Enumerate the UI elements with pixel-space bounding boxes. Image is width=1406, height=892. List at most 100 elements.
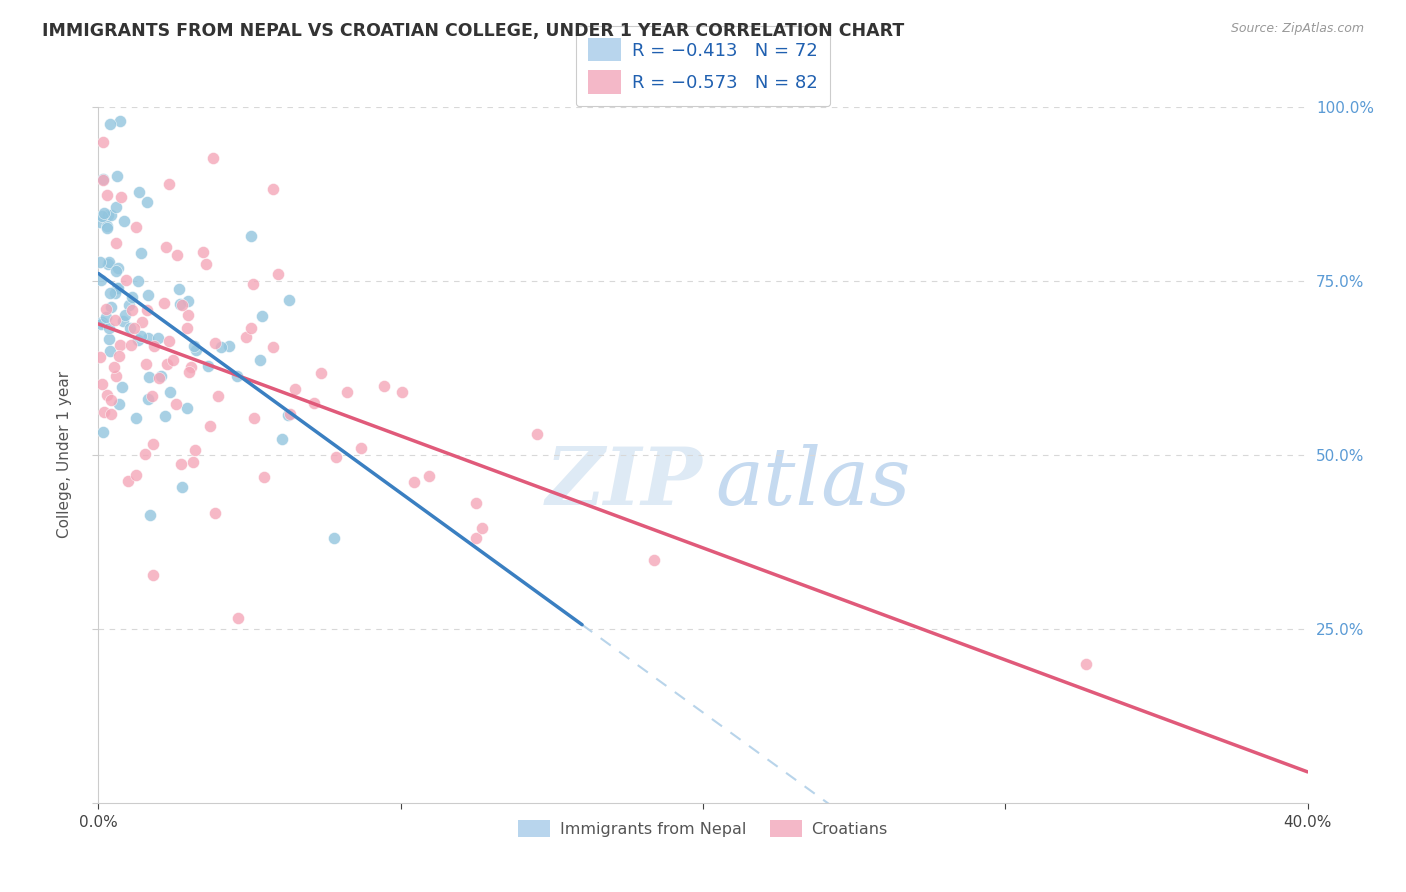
Point <box>464 496 486 510</box>
Point <box>170 457 193 471</box>
Point <box>93 405 115 419</box>
Point <box>139 508 162 522</box>
Point <box>179 365 201 379</box>
Point <box>110 190 132 204</box>
Point <box>198 418 221 433</box>
Point <box>176 308 198 322</box>
Point <box>138 369 160 384</box>
Point <box>94 301 117 316</box>
Point <box>373 378 395 392</box>
Point <box>176 401 198 415</box>
Point <box>138 392 160 406</box>
Point <box>209 340 232 354</box>
Point <box>304 396 326 410</box>
Point <box>262 182 284 196</box>
Point <box>278 407 301 421</box>
Point <box>1074 657 1097 671</box>
Point <box>96 219 118 233</box>
Point <box>124 410 146 425</box>
Point <box>107 260 129 275</box>
Point <box>117 474 139 488</box>
Point <box>105 281 128 295</box>
Point <box>155 409 177 424</box>
Point <box>91 172 114 186</box>
Point <box>97 320 120 334</box>
Point <box>465 532 488 546</box>
Text: atlas: atlas <box>716 444 911 522</box>
Y-axis label: College, Under 1 year: College, Under 1 year <box>58 371 72 539</box>
Point <box>98 344 121 359</box>
Point <box>104 285 127 300</box>
Point <box>146 331 169 345</box>
Point <box>218 338 240 352</box>
Point <box>91 172 114 186</box>
Point <box>204 506 226 520</box>
Point <box>141 389 163 403</box>
Point <box>105 235 128 250</box>
Point <box>526 427 548 442</box>
Point <box>93 206 115 220</box>
Point <box>183 339 205 353</box>
Point <box>96 387 118 401</box>
Point <box>204 336 226 351</box>
Point <box>250 309 273 323</box>
Point <box>184 343 207 357</box>
Point <box>118 298 141 312</box>
Point <box>96 221 118 235</box>
Point <box>249 353 271 368</box>
Point <box>131 314 153 328</box>
Point <box>284 382 307 396</box>
Point <box>100 301 122 315</box>
Point <box>235 330 257 344</box>
Point <box>181 455 204 469</box>
Point <box>226 369 249 384</box>
Point <box>172 297 194 311</box>
Point <box>125 219 148 234</box>
Point <box>159 385 181 400</box>
Point <box>157 177 180 191</box>
Point <box>243 410 266 425</box>
Point <box>262 340 284 354</box>
Point <box>148 371 170 385</box>
Point <box>121 290 143 304</box>
Point <box>201 151 224 165</box>
Point <box>107 281 129 295</box>
Point <box>125 467 148 482</box>
Point <box>135 357 157 371</box>
Point <box>177 293 200 308</box>
Point <box>336 384 359 399</box>
Point <box>100 117 122 131</box>
Point <box>142 339 165 353</box>
Point <box>118 321 141 335</box>
Point <box>136 287 159 301</box>
Point <box>97 257 120 271</box>
Point <box>107 396 129 410</box>
Point <box>112 214 135 228</box>
Point <box>120 338 142 352</box>
Point <box>184 442 207 457</box>
Point <box>98 255 121 269</box>
Point <box>195 257 218 271</box>
Point <box>129 245 152 260</box>
Legend: Immigrants from Nepal, Croatians: Immigrants from Nepal, Croatians <box>512 814 894 844</box>
Point <box>278 293 301 308</box>
Point <box>108 349 131 363</box>
Point <box>152 295 174 310</box>
Point <box>115 273 138 287</box>
Point <box>172 480 194 494</box>
Point <box>191 244 214 259</box>
Point <box>391 384 413 399</box>
Point <box>240 321 263 335</box>
Point <box>197 359 219 374</box>
Point <box>90 314 112 328</box>
Point <box>156 357 179 371</box>
Point <box>100 407 122 421</box>
Point <box>136 331 159 345</box>
Point <box>142 436 165 450</box>
Point <box>207 389 229 403</box>
Point <box>111 380 134 394</box>
Point <box>157 334 180 349</box>
Point <box>100 208 122 222</box>
Point <box>240 229 263 244</box>
Point <box>471 521 494 535</box>
